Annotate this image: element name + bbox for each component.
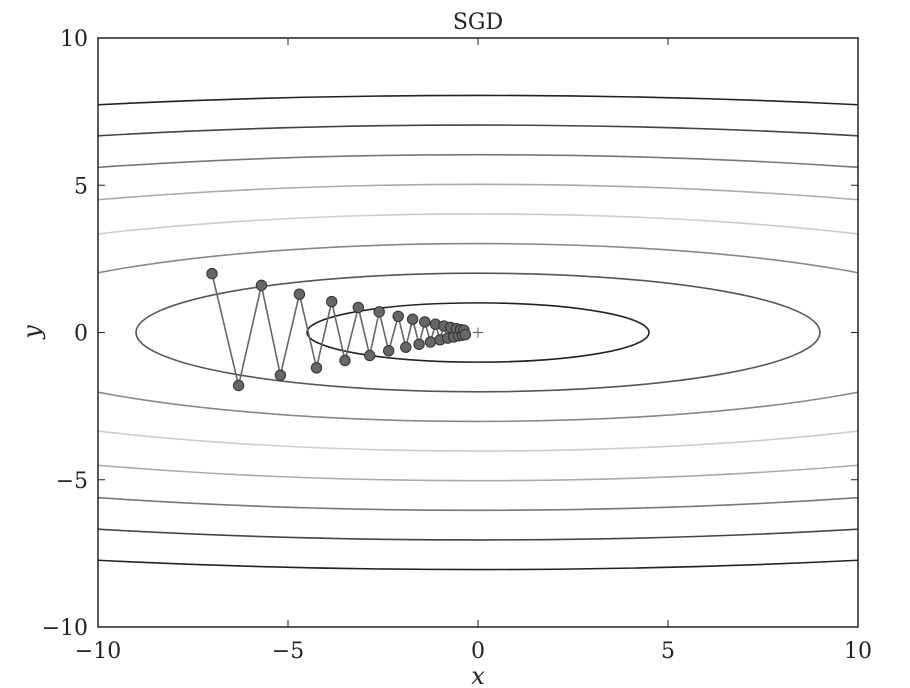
trajectory-point-16 [413,338,425,350]
trajectory-point-6 [310,362,323,374]
trajectory-point-17 [419,316,431,328]
y-tick-label: −5 [56,469,88,494]
trajectory-point-9 [352,301,364,314]
minimum-marker [473,327,483,338]
chart-title: SGD [453,10,503,35]
trajectory-point-7 [326,295,338,308]
trajectory-point-30 [459,328,472,341]
optimizer-path [206,267,472,392]
trajectory-point-3 [255,279,268,292]
trajectory-point-18 [424,336,437,348]
y-axis-label: y [18,325,46,340]
contour-line-6 [98,153,858,512]
x-tick-label: 0 [471,639,485,664]
y-tick-label: 10 [60,27,88,52]
trajectory-point-12 [383,345,395,357]
trajectory-point-4 [274,369,287,381]
contour-line-4 [98,213,858,452]
trajectory-point-8 [339,354,351,367]
contour-line-7 [98,124,858,541]
trajectory-point-14 [400,341,412,353]
axis-ticks: −10 −5 0 5 10 −10 −5 0 5 10 [42,27,872,664]
x-axis-label: x [471,662,485,688]
trajectory-point-5 [293,288,306,300]
x-tick-label: 5 [661,639,675,664]
trajectory-line [211,273,467,386]
trajectory-point-15 [406,313,419,325]
trajectory-point-2 [232,379,245,392]
x-tick-label: −5 [272,639,304,664]
trajectory-point-1 [206,267,218,280]
trajectory-point-10 [364,349,376,362]
trajectory-point-13 [392,310,404,323]
trajectory-point-11 [373,306,385,318]
y-tick-label: 5 [74,174,88,199]
y-tick-label: 0 [74,322,88,347]
x-tick-label: 10 [844,639,872,664]
contour-lines [98,94,858,571]
contour-line-3 [98,242,858,423]
contour-line-5 [98,183,858,482]
x-tick-label: −10 [75,639,121,664]
y-tick-label: −10 [42,616,88,641]
contour-line-8 [98,94,858,571]
contour-line-1 [306,302,650,363]
contour-line-2 [135,272,821,393]
